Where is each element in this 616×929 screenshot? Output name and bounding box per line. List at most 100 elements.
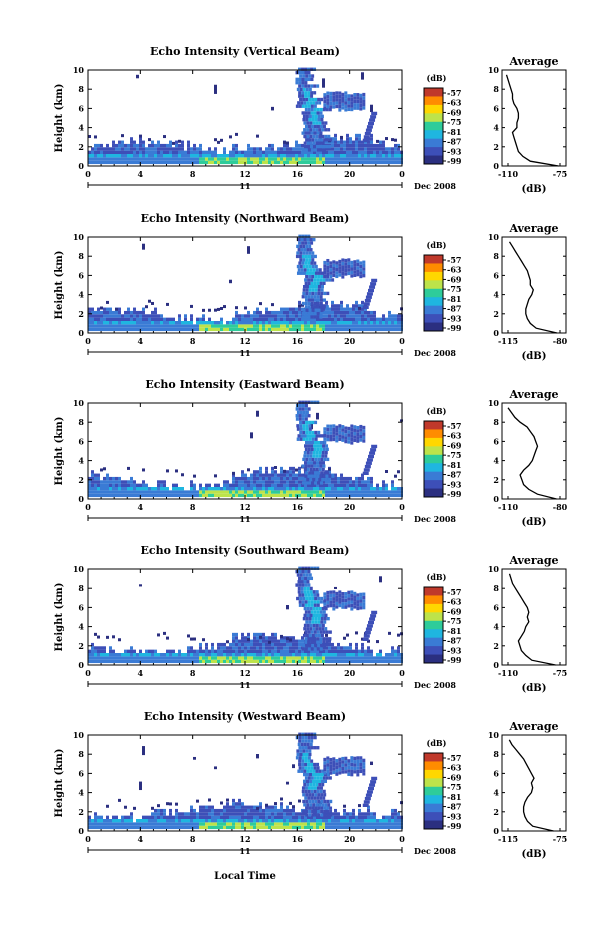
colorbar-tick-label: -63 <box>447 265 462 275</box>
colorbar-tick-label: -99 <box>447 821 462 831</box>
colorbar-swatch <box>424 138 443 148</box>
average-profile-panel: Average 0 2 4 6 8 10 -110 -80 (dB) <box>488 388 568 528</box>
colorbar-swatch <box>424 786 443 796</box>
y-tick-label: 6 <box>78 436 84 446</box>
avg-y-tick-label: 8 <box>493 583 499 593</box>
avg-x-tick-label: -80 <box>553 502 568 512</box>
x-tick-label: 16 <box>292 169 304 179</box>
colorbar-swatch <box>424 753 443 762</box>
colorbar-tick-label: -57 <box>447 255 461 265</box>
colorbar-tick-label: -81 <box>447 127 461 137</box>
avg-y-tick-label: 0 <box>493 494 499 504</box>
avg-y-tick-label: 0 <box>493 826 499 836</box>
colorbar-tick-label: -87 <box>447 304 461 314</box>
average-profile-line <box>508 573 556 666</box>
colorbar-tick-label: -99 <box>447 655 462 665</box>
x-tick-label: 0 <box>399 668 405 678</box>
date-label: Dec 2008 <box>414 514 456 524</box>
avg-y-tick-label: 8 <box>493 749 499 759</box>
x-tick-label: 20 <box>344 668 356 678</box>
avg-x-tick-label: -115 <box>498 834 518 844</box>
day-label: 11 <box>239 514 250 524</box>
colorbar-tick-label: -57 <box>447 587 461 597</box>
day-label: 11 <box>239 181 250 191</box>
colorbar-tick-label: -81 <box>447 294 461 304</box>
colorbar-swatch <box>424 263 443 273</box>
y-tick-label: 0 <box>78 494 84 504</box>
x-tick-label: 0 <box>399 169 405 179</box>
colorbar-swatch <box>424 96 443 106</box>
colorbar-swatch <box>424 629 443 639</box>
panel-title: Echo Intensity (Southward Beam) <box>141 544 350 557</box>
colorbar-tick-label: -87 <box>447 802 461 812</box>
avg-y-tick-label: 8 <box>493 84 499 94</box>
y-tick-label: 6 <box>78 768 84 778</box>
avg-x-tick-label: -80 <box>553 336 568 346</box>
x-tick-label: 20 <box>344 502 356 512</box>
average-profile-panel: Average 0 2 4 6 8 10 -115 -75 (dB) <box>488 720 567 860</box>
avg-y-tick-label: 2 <box>493 309 499 319</box>
y-tick-label: 10 <box>73 398 85 408</box>
average-frame <box>501 236 567 334</box>
date-label: Dec 2008 <box>414 680 456 690</box>
colorbar: (dB)-57-63-69-75-81-87-93-99 <box>423 406 462 499</box>
average-title: Average <box>508 222 558 235</box>
day-label: 11 <box>239 348 250 358</box>
colorbar-tick-label: -99 <box>447 489 462 499</box>
average-title: Average <box>508 55 558 68</box>
panel-1: Echo Intensity (Northward Beam)0 4 8 12 16 20… <box>54 212 568 362</box>
colorbar-tick-label: -75 <box>447 284 461 294</box>
colorbar-swatch <box>424 488 443 498</box>
average-frame <box>501 69 567 167</box>
y-tick-label: 2 <box>78 641 84 651</box>
x-tick-label: 4 <box>138 668 144 678</box>
colorbar-tick-label: -93 <box>447 313 462 323</box>
average-profile-line <box>508 739 554 832</box>
avg-y-tick-label: 10 <box>488 65 500 75</box>
x-tick-label: 12 <box>239 502 250 512</box>
colorbar-tick-label: -57 <box>447 421 461 431</box>
avg-y-tick-label: 10 <box>488 564 500 574</box>
avg-y-tick-label: 10 <box>488 398 500 408</box>
y-axis-label: Height (km) <box>54 84 65 153</box>
average-xlabel: (dB) <box>522 351 547 362</box>
average-profile-panel: Average 0 2 4 6 8 10 -115 -80 (dB) <box>488 222 568 362</box>
x-tick-label: 0 <box>85 336 91 346</box>
colorbar-tick-label: -63 <box>447 98 462 108</box>
colorbar-swatch <box>424 778 443 788</box>
colorbar-swatch <box>424 446 443 456</box>
x-tick-label: 0 <box>85 169 91 179</box>
colorbar-tick-label: -81 <box>447 792 461 802</box>
avg-x-tick-label: -110 <box>498 169 518 179</box>
colorbar-swatch <box>424 463 443 473</box>
x-tick-label: 12 <box>239 668 250 678</box>
colorbar-tick-label: -57 <box>447 88 461 98</box>
y-tick-label: 6 <box>78 270 84 280</box>
avg-y-tick-label: 2 <box>493 641 499 651</box>
average-xlabel: (dB) <box>522 517 547 528</box>
x-tick-label: 4 <box>138 169 144 179</box>
x-tick-label: 8 <box>190 169 196 179</box>
heatmap-cells <box>88 732 403 830</box>
y-tick-label: 8 <box>78 84 84 94</box>
colorbar-tick-label: -63 <box>447 763 462 773</box>
average-xlabel: (dB) <box>522 849 547 860</box>
colorbar-swatch <box>424 322 443 332</box>
y-tick-label: 10 <box>73 564 85 574</box>
colorbar-swatch <box>424 454 443 464</box>
avg-y-tick-label: 0 <box>493 328 499 338</box>
colorbar-tick-label: -93 <box>447 645 462 655</box>
colorbar: (dB)-57-63-69-75-81-87-93-99 <box>423 738 462 831</box>
average-xlabel: (dB) <box>522 184 547 195</box>
x-tick-label: 0 <box>85 502 91 512</box>
avg-y-tick-label: 4 <box>493 290 499 300</box>
average-profile-line <box>507 407 557 500</box>
avg-y-tick-label: 2 <box>493 807 499 817</box>
colorbar-tick-label: -69 <box>447 606 462 616</box>
average-profile-panel: Average 0 2 4 6 8 10 -110 -75 (dB) <box>488 55 567 195</box>
average-frame <box>501 568 567 666</box>
average-title: Average <box>508 388 558 401</box>
x-tick-label: 8 <box>190 336 196 346</box>
colorbar-tick-label: -63 <box>447 597 462 607</box>
heatmap-cells <box>88 400 403 498</box>
